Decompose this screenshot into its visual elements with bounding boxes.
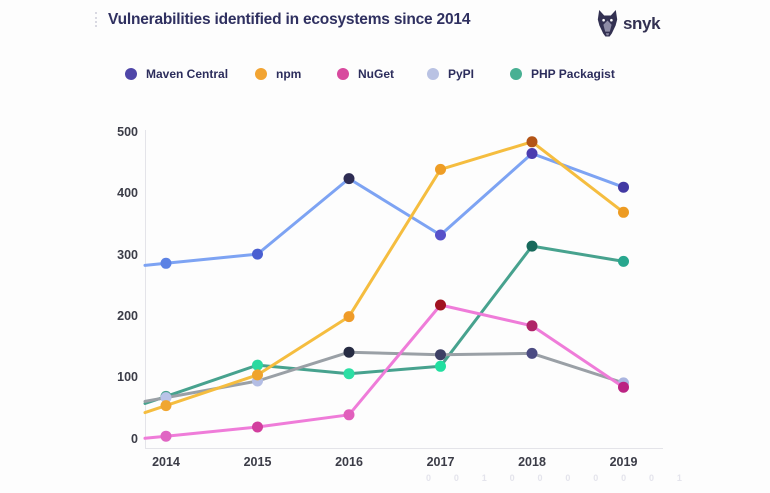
x-tick-label-2017: 2017	[426, 455, 455, 469]
faint-digit: 0	[649, 473, 655, 483]
data-point-npm-2016[interactable]	[343, 311, 355, 323]
data-point-php-packagist-2016[interactable]	[343, 368, 355, 380]
legend-item-nuget[interactable]: NuGet	[337, 67, 394, 81]
faint-digit: 0	[537, 473, 543, 483]
faint-digit: 0	[509, 473, 515, 483]
x-tick-label-2014: 2014	[152, 455, 180, 469]
chart-title: Vulnerabilities identified in ecosystems…	[108, 11, 471, 28]
legend-dot-npm	[255, 68, 267, 80]
faint-digit: 1	[481, 473, 487, 483]
data-point-maven-central-2019[interactable]	[618, 181, 629, 193]
data-point-php-packagist-2015[interactable]	[252, 359, 263, 371]
x-tick-label-2015: 2015	[243, 455, 272, 469]
legend-dot-php-packagist	[510, 68, 522, 80]
y-tick-label-300: 300	[117, 247, 138, 262]
data-point-npm-2018[interactable]	[526, 136, 538, 148]
data-point-nuget-2014[interactable]	[160, 430, 172, 442]
legend-item-npm[interactable]: npm	[255, 67, 301, 81]
y-tick-label-200: 200	[117, 309, 138, 324]
data-point-php-packagist-2017[interactable]	[435, 360, 446, 372]
series-line-php-packagist	[143, 244, 625, 405]
data-point-npm-2014[interactable]	[160, 400, 172, 412]
data-point-maven-central-2014[interactable]	[160, 257, 172, 269]
snyk-logo: snyk	[597, 10, 661, 37]
title-left-dotted-mark	[95, 12, 97, 27]
data-point-maven-central-2017[interactable]	[435, 229, 446, 241]
faint-digit: 0	[593, 473, 599, 483]
legend-label: PyPI	[448, 67, 475, 81]
data-point-php-packagist-2019[interactable]	[618, 255, 629, 267]
data-point-nuget-2017[interactable]	[435, 299, 446, 311]
legend-item-maven-central[interactable]: Maven Central	[125, 67, 228, 81]
y-tick-label-500: 500	[117, 125, 138, 140]
data-point-maven-central-2016[interactable]	[343, 173, 355, 185]
faint-digit: 0	[621, 473, 627, 483]
faint-digit: 1	[676, 473, 682, 483]
data-point-npm-2017[interactable]	[435, 163, 446, 175]
data-point-php-packagist-2018[interactable]	[526, 240, 538, 252]
faint-digit: 0	[453, 473, 459, 483]
y-tick-label-100: 100	[117, 370, 138, 385]
snyk-dog-icon	[597, 10, 618, 37]
data-point-nuget-2019[interactable]	[618, 381, 629, 393]
data-point-pypi-2016[interactable]	[343, 346, 355, 358]
x-tick-label-2019: 2019	[609, 455, 638, 469]
faint-digits-row: 0 0 1 0 0 0 0 0 0 1	[426, 473, 682, 483]
legend-label: NuGet	[358, 67, 394, 81]
legend-label: PHP Packagist	[531, 67, 615, 81]
x-tick-label-2018: 2018	[518, 455, 546, 469]
faint-digit: 0	[426, 473, 432, 483]
faint-digit: 0	[565, 473, 571, 483]
data-point-pypi-2017[interactable]	[435, 349, 446, 361]
y-axis-line	[145, 130, 146, 449]
legend-item-pypi[interactable]: PyPI	[427, 67, 474, 81]
series-line-pypi	[143, 350, 625, 403]
snyk-wordmark: snyk	[623, 13, 661, 33]
data-point-npm-2019[interactable]	[618, 206, 629, 218]
series-line-nuget	[143, 303, 625, 440]
data-point-pypi-2018[interactable]	[526, 347, 538, 359]
data-point-maven-central-2015[interactable]	[252, 248, 263, 260]
legend-label: Maven Central	[146, 67, 229, 81]
legend-dot-nuget	[337, 68, 349, 80]
y-tick-label-0: 0	[131, 431, 138, 446]
x-axis-line	[145, 448, 663, 449]
legend-dot-pypi	[427, 68, 439, 80]
data-point-maven-central-2018[interactable]	[526, 148, 538, 159]
y-tick-label-400: 400	[117, 186, 138, 201]
legend-item-php-packagist[interactable]: PHP Packagist	[510, 67, 615, 81]
data-point-pypi-2014[interactable]	[160, 392, 172, 404]
legend-label: npm	[276, 67, 302, 81]
data-point-npm-2015[interactable]	[252, 369, 263, 381]
data-point-nuget-2015[interactable]	[252, 421, 263, 433]
data-point-nuget-2018[interactable]	[526, 320, 538, 332]
x-tick-label-2016: 2016	[335, 455, 363, 469]
data-point-nuget-2016[interactable]	[343, 409, 355, 421]
legend-dot-maven-central	[125, 68, 137, 80]
